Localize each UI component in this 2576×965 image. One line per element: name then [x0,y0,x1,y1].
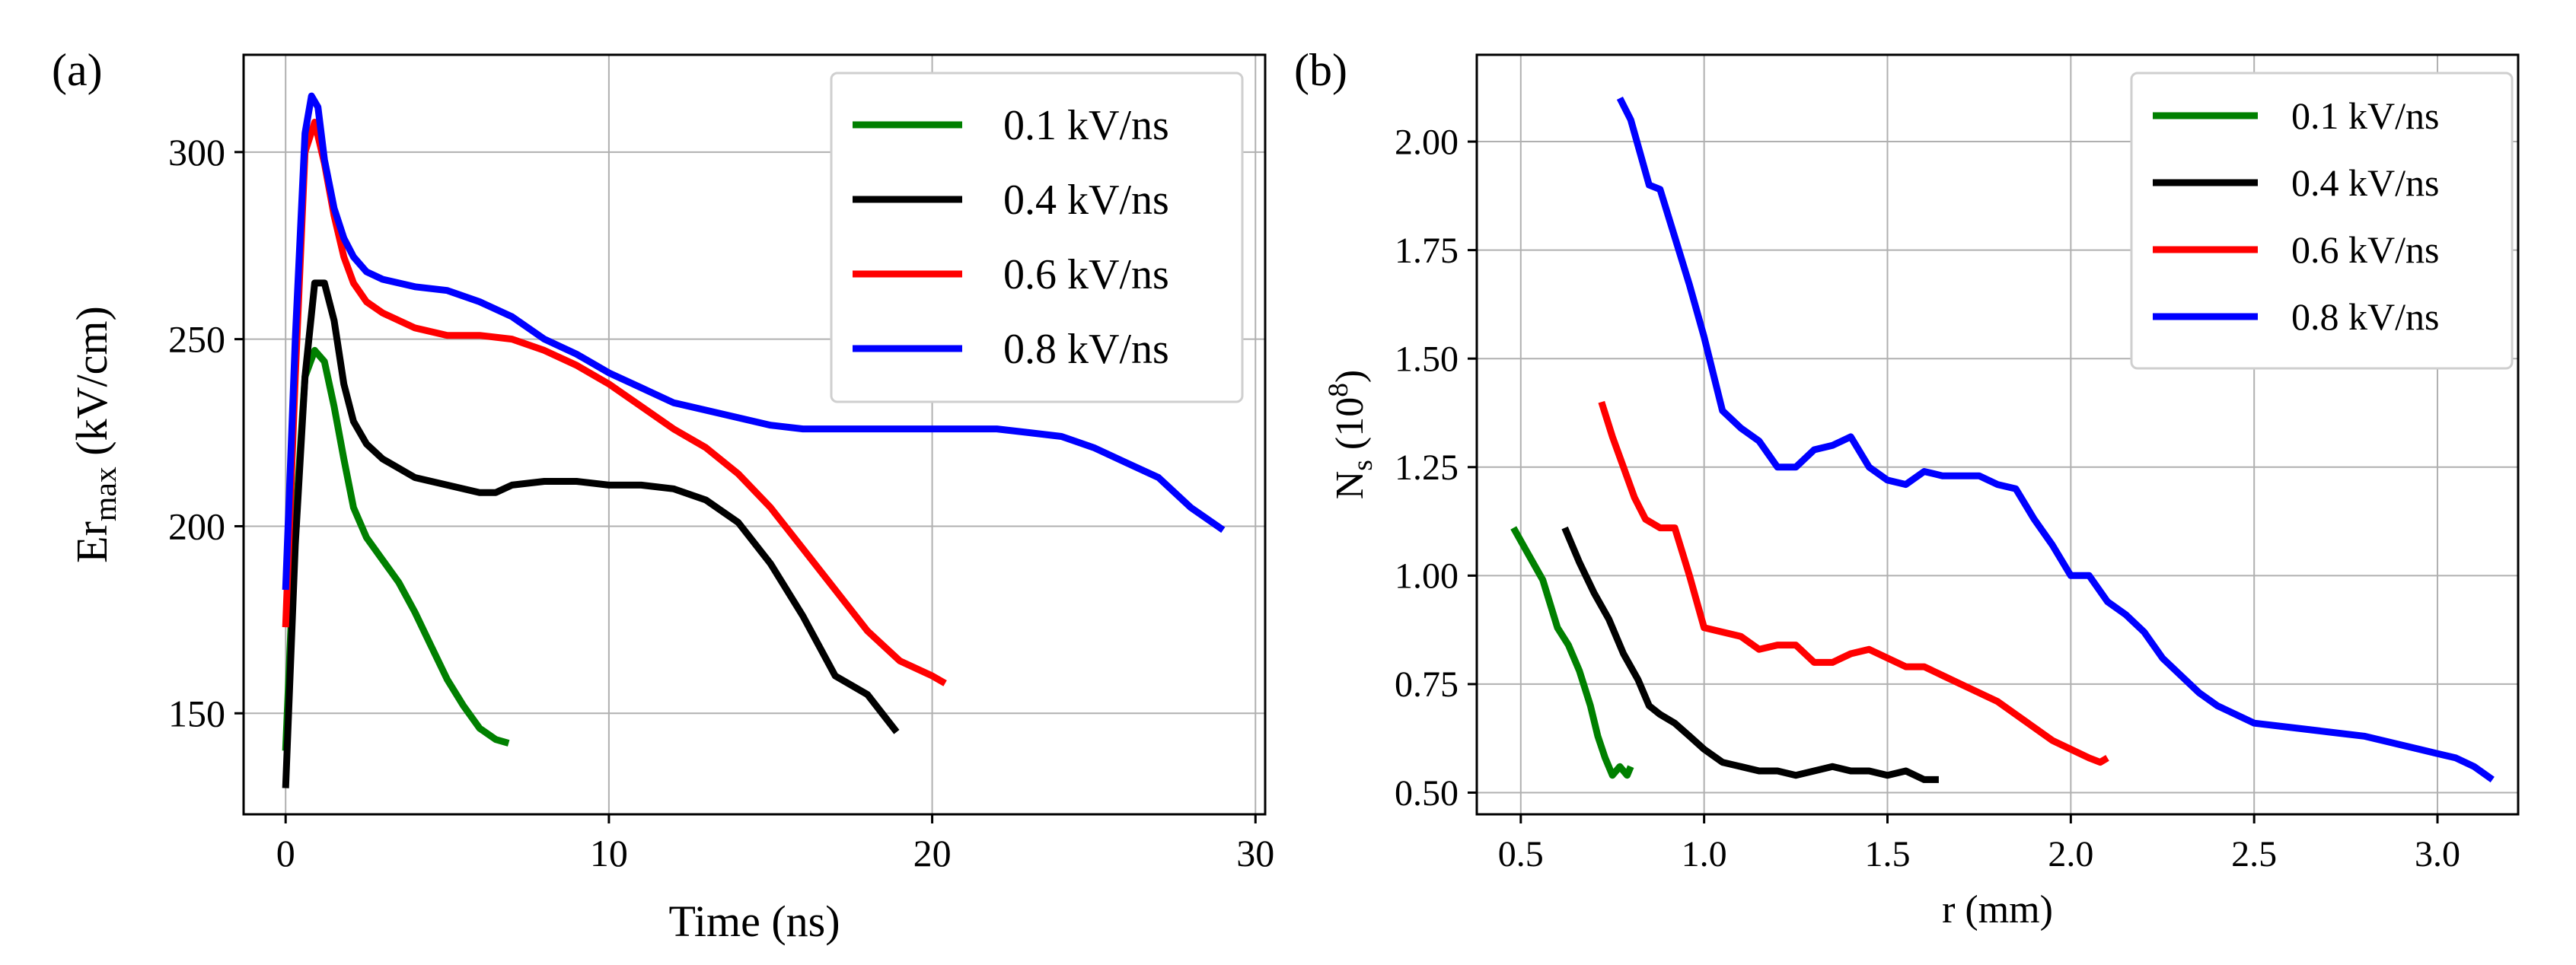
x-tick-label-b: 0.5 [1498,834,1544,874]
series-line-a-0 [282,346,510,751]
y-tick-label-a: 250 [168,318,225,361]
y-tick-label-b: 1.75 [1395,231,1459,271]
y-tick-label-a: 200 [168,505,225,547]
y-tick-label-b: 1.50 [1395,339,1459,380]
series-line-a-3 [282,92,1226,591]
y-tick-label-b: 0.50 [1395,773,1459,814]
legend-label-b-3: 0.8 kV/ns [2291,295,2439,338]
plot-frame-b [1475,53,2520,816]
series-line-b-2 [1598,400,2109,766]
x-tick-label-b: 1.0 [1682,834,1727,874]
legend-a: 0.1 kV/ns 0.4 kV/ns 0.6 kV/ns 0.8 kV/ns [830,72,1244,403]
x-tick-label-a: 30 [1236,832,1274,874]
series-line-b-3 [1616,96,2495,783]
x-axis-label-b: r (mm) [1942,888,2053,932]
y-axis-label-b: Ns (108) [1323,370,1379,500]
series-line-b-1 [1561,526,1939,783]
x-tick-label-a: 0 [276,832,295,874]
legend-box-a [830,72,1244,403]
x-tick-label-a: 20 [913,832,952,874]
y-tick-label-b: 1.00 [1395,556,1459,597]
y-axis-label-a: Ermax (kV/cm) [67,306,123,563]
y-tick-label-b: 0.75 [1395,664,1459,705]
panel-label-a: (a) [52,45,103,95]
legend-label-b-1: 0.4 kV/ns [2291,161,2439,204]
x-axis-label-a: Time (ns) [668,897,840,946]
panel-label-b: (b) [1294,45,1347,95]
legend-label-a-3: 0.8 kV/ns [1003,326,1169,373]
chart-panel-b: 0.5 1.0 1.5 2.0 2.5 3.0 0.50 0.75 1.00 1.25 1.50 1.… [1294,45,2520,932]
legend-box-b [2130,72,2514,370]
legend-label-a-0: 0.1 kV/ns [1003,102,1169,149]
x-tick-label-b: 3.0 [2415,834,2460,874]
x-tick-label-a: 10 [590,832,628,874]
y-tick-label-b: 1.25 [1395,447,1459,488]
series-line-b-0 [1510,526,1634,779]
y-tick-label-a: 300 [168,131,225,174]
legend-label-a-1: 0.4 kV/ns [1003,177,1169,224]
x-tick-label-b: 2.5 [2231,834,2277,874]
y-tick-label-b: 2.00 [1395,122,1459,162]
series-line-a-1 [282,279,900,788]
chart-panel-a: 0 10 20 30 150 200 250 300 Time (ns) Ermax (kV/cm… [52,45,1274,946]
legend-label-a-2: 0.6 kV/ns [1003,251,1169,298]
legend-label-b-2: 0.6 kV/ns [2291,228,2439,271]
y-tick-label-a: 150 [168,692,225,734]
legend-label-b-0: 0.1 kV/ns [2291,94,2439,137]
x-tick-label-b: 1.5 [1864,834,1910,874]
x-tick-label-b: 2.0 [2048,834,2093,874]
plot-frame-a [242,53,1267,816]
legend-b: 0.1 kV/ns 0.4 kV/ns 0.6 kV/ns 0.8 kV/ns [2130,72,2514,370]
